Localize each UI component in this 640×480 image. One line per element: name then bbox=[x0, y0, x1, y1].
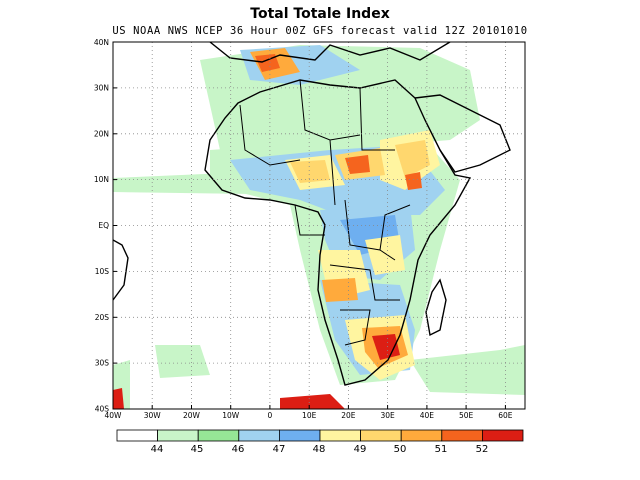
legend-label: 44 bbox=[151, 444, 164, 455]
shade-southwest-red bbox=[113, 388, 124, 409]
lon-label: 20W bbox=[183, 411, 201, 420]
lat-label: 20N bbox=[94, 129, 109, 138]
shade-sahel-orange bbox=[290, 160, 330, 183]
lon-label: 20E bbox=[341, 411, 356, 420]
lat-label: 20S bbox=[95, 313, 110, 322]
legend-swatch bbox=[197, 429, 240, 442]
shade-south-indian bbox=[410, 345, 525, 395]
shade-angola-orange bbox=[322, 278, 358, 302]
legend-swatch bbox=[400, 429, 443, 442]
legend-label: 46 bbox=[232, 444, 245, 455]
gridlines bbox=[113, 42, 525, 409]
shade-sa-deepred bbox=[372, 334, 400, 360]
lon-label: 30W bbox=[144, 411, 162, 420]
legend-swatch bbox=[238, 429, 280, 442]
lat-label: 30S bbox=[95, 359, 110, 368]
lon-label: 60E bbox=[498, 411, 513, 420]
madagascar-coastline bbox=[425, 278, 447, 337]
legend-swatch bbox=[360, 429, 402, 442]
lon-label: 10W bbox=[222, 411, 240, 420]
lon-label: 50E bbox=[459, 411, 474, 420]
shade-central-red bbox=[345, 155, 370, 174]
arabia-coastline bbox=[414, 94, 511, 173]
south-america-coastline bbox=[113, 239, 129, 301]
lon-label: 40E bbox=[420, 411, 435, 420]
legend-label: 51 bbox=[435, 444, 448, 455]
legend-label: 49 bbox=[354, 444, 367, 455]
map-subtitle: US NOAA NWS NCEP 36 Hour 00Z GFS forecas… bbox=[112, 25, 528, 37]
legend-label: 47 bbox=[273, 444, 286, 455]
legend-swatch bbox=[157, 429, 199, 442]
lon-label: 0 bbox=[268, 411, 273, 420]
legend-swatch bbox=[319, 429, 361, 442]
shade-med-red bbox=[255, 54, 280, 72]
shade-east-red bbox=[405, 172, 422, 190]
color-legend: 44 45 46 47 48 49 50 51 52 bbox=[116, 429, 524, 455]
shade-zambia-yellow bbox=[365, 235, 405, 275]
lon-label: 10E bbox=[302, 411, 317, 420]
africa-coastline bbox=[204, 79, 472, 386]
lat-label: 40S bbox=[95, 405, 110, 414]
shade-south-red bbox=[280, 394, 345, 409]
legend-boxes bbox=[116, 429, 524, 442]
index-shading bbox=[113, 45, 525, 409]
coastlines bbox=[113, 42, 511, 386]
lon-label: 40W bbox=[105, 411, 123, 420]
lat-labels: 40N 30N 20N 10N EQ 10S 20S 30S 40S bbox=[94, 38, 109, 414]
lon-labels: 40W 30W 20W 10W 0 10E 20E 30E 40E 50E 60… bbox=[105, 411, 513, 420]
lat-label: 10N bbox=[94, 175, 109, 184]
shade-ethiopia-orange bbox=[395, 140, 430, 178]
borders bbox=[239, 79, 411, 346]
shade-south-atlantic bbox=[155, 345, 210, 378]
legend-label: 52 bbox=[476, 444, 489, 455]
legend-label: 45 bbox=[191, 444, 204, 455]
legend-label: 50 bbox=[394, 444, 407, 455]
lat-label: 30N bbox=[94, 84, 109, 93]
lat-label: 10S bbox=[95, 267, 110, 276]
lon-label: 30E bbox=[380, 411, 395, 420]
legend-swatch bbox=[116, 429, 158, 442]
lat-label: EQ bbox=[98, 221, 109, 230]
legend-swatch bbox=[441, 429, 483, 442]
legend-labels: 44 45 46 47 48 49 50 51 52 bbox=[151, 444, 489, 455]
legend-label: 48 bbox=[313, 444, 326, 455]
legend-swatch bbox=[481, 429, 524, 442]
legend-swatch bbox=[278, 429, 321, 442]
lat-label: 40N bbox=[94, 38, 109, 47]
map-title: Total Totale Index bbox=[250, 6, 390, 22]
tick-marks bbox=[113, 87, 506, 409]
europe-coastline bbox=[209, 42, 451, 63]
